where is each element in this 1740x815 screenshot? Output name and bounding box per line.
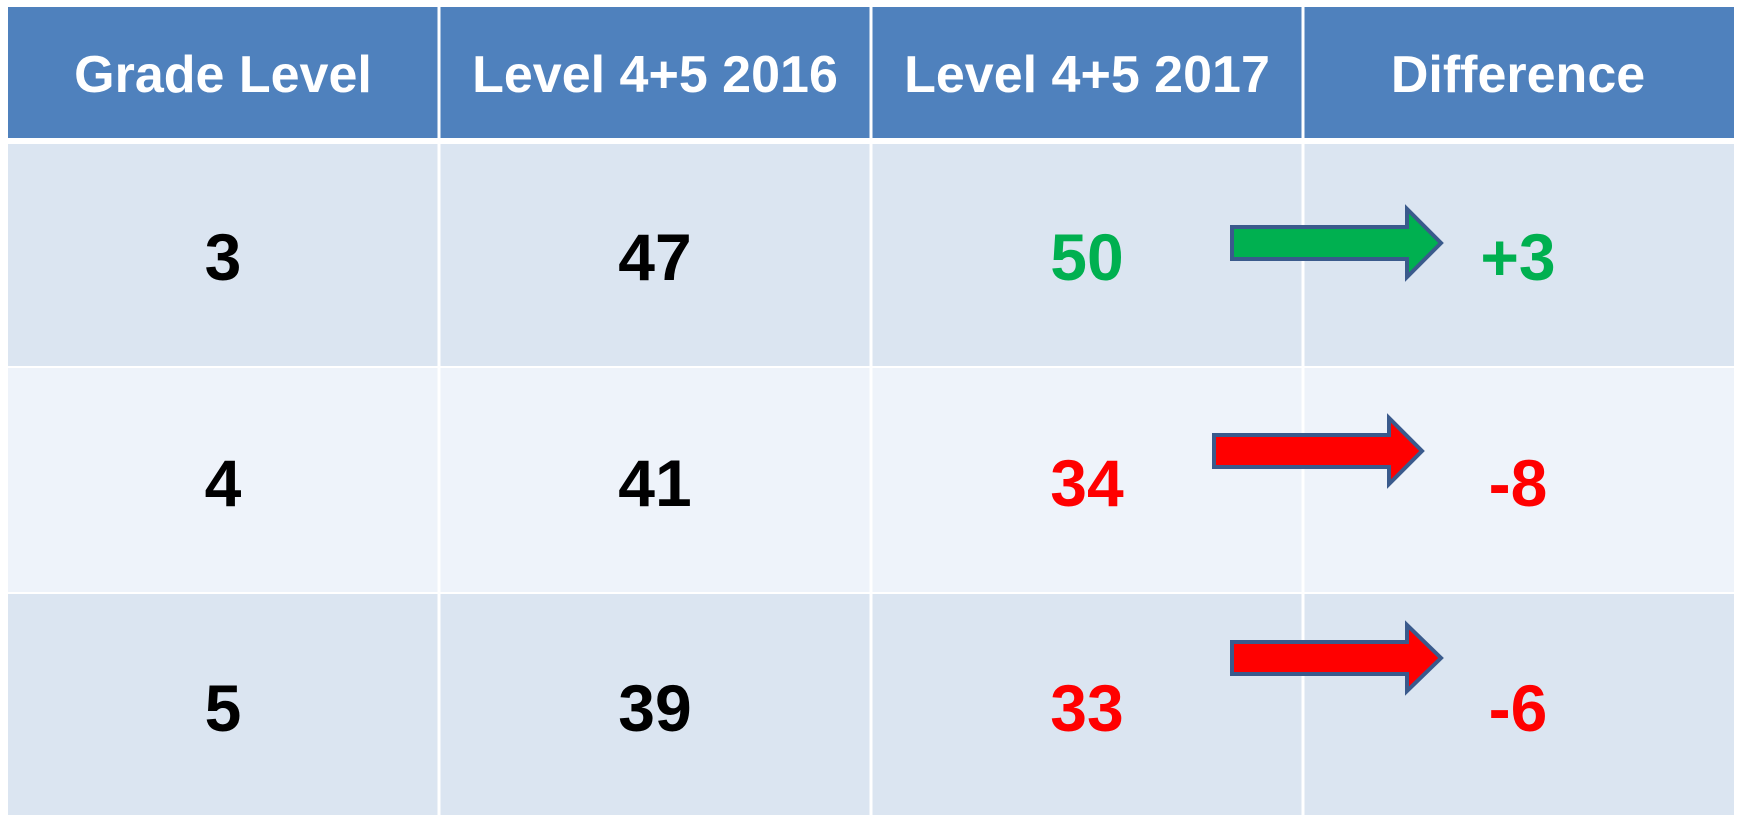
cell: 41 [618, 446, 691, 520]
cell: 4 [205, 446, 242, 520]
header-cell: Grade Level [74, 46, 372, 104]
header-cell: Difference [1391, 46, 1645, 104]
cell: 47 [618, 220, 691, 294]
arrow-up [1230, 204, 1444, 282]
cell: +3 [1480, 220, 1555, 294]
cell: -6 [1489, 671, 1548, 745]
cell: 50 [1050, 220, 1123, 294]
cell: -8 [1489, 446, 1548, 520]
arrow-down [1230, 620, 1444, 696]
cell: 34 [1050, 446, 1124, 520]
cell: 33 [1050, 671, 1123, 745]
cell: 3 [205, 220, 242, 294]
arrow-down [1212, 413, 1425, 489]
cell: 5 [205, 671, 242, 745]
header-cell: Level 4+5 2017 [904, 46, 1270, 104]
header-cell: Level 4+5 2016 [472, 46, 838, 104]
cell: 39 [618, 671, 691, 745]
cell-borders [437, 7, 1305, 815]
